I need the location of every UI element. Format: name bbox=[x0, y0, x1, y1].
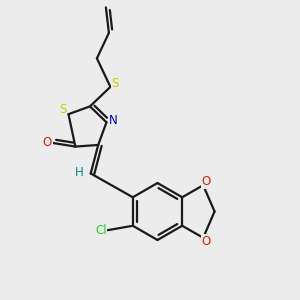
Text: O: O bbox=[202, 175, 211, 188]
Text: S: S bbox=[112, 77, 119, 90]
Text: O: O bbox=[202, 235, 211, 248]
Text: S: S bbox=[59, 103, 66, 116]
Text: H: H bbox=[75, 166, 84, 179]
Text: Cl: Cl bbox=[95, 224, 106, 237]
Text: N: N bbox=[109, 114, 117, 127]
Text: O: O bbox=[43, 136, 52, 148]
